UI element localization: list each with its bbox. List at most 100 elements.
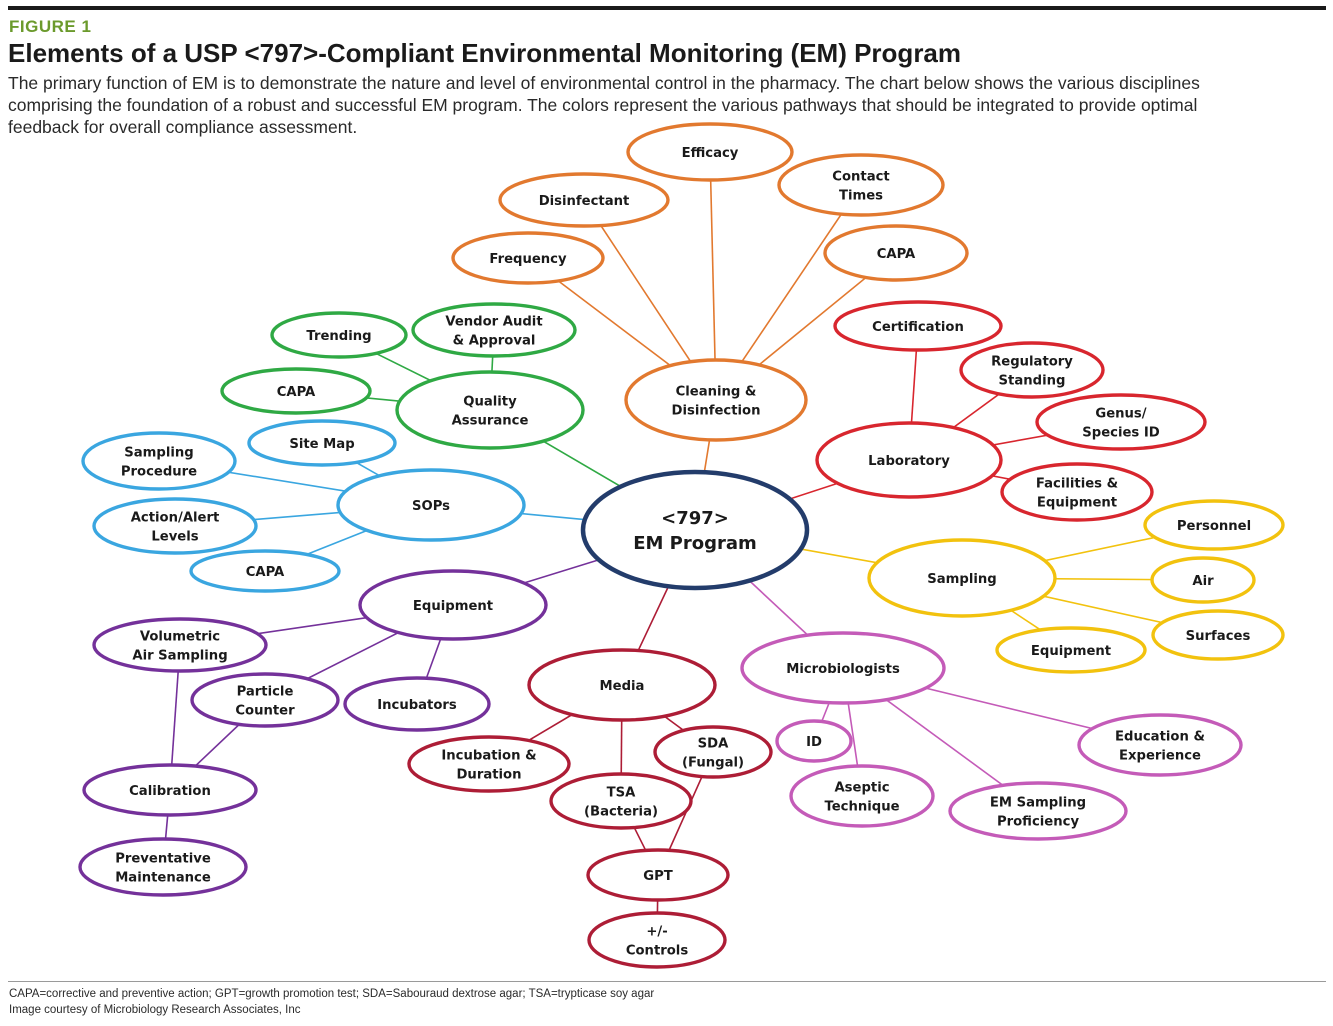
node-label-gpt: GPT [643,869,673,884]
node-ellipse-gpt [586,848,730,902]
figure-label: FIGURE 1 [9,17,92,36]
node-label-aseptic-technique: Aseptic [834,780,889,795]
node-equipment-sampling: Equipment [995,626,1147,674]
node-label-volumetric-air-sampling: Air Sampling [132,648,227,663]
node-ellipse-cleaning [624,358,808,442]
node-frequency: Frequency [451,231,605,285]
node-ellipse-em-sampling-proficiency [948,781,1128,841]
node-label-aseptic-technique: Technique [824,799,899,814]
node-disinfectant: Disinfectant [498,172,670,228]
node-ellipse-regulatory-standing [959,341,1105,399]
node-preventative-maintenance: Preventative Maintenance [78,837,248,897]
node-ellipse-surfaces [1151,609,1285,661]
node-label-em-sampling-proficiency: EM Sampling [990,795,1086,810]
node-label-regulatory-standing: Regulatory [991,354,1073,369]
footer-rule [8,981,1326,982]
node-surfaces: Surfaces [1151,609,1285,661]
node-media: Media [527,648,717,722]
node-label-em-sampling-proficiency: Proficiency [997,814,1079,829]
node-label-center: <797> [661,508,729,529]
node-capa-cleaning: CAPA [823,224,969,282]
node-label-sda: (Fungal) [682,755,744,770]
node-ellipse-calibration [82,763,258,817]
node-incubators: Incubators [343,676,491,732]
node-ellipse-quality-assurance [395,370,585,450]
node-label-efficacy: Efficacy [682,146,739,161]
node-label-microbiologists: Microbiologists [786,662,900,677]
node-ellipse-media [527,648,717,722]
figure-description: The primary function of EM is to demonst… [8,72,1320,138]
node-gpt: GPT [586,848,730,902]
node-ellipse-action-alert-levels [92,497,258,555]
node-ellipse-disinfectant [498,172,670,228]
node-trending: Trending [270,311,408,359]
node-sops: SOPs [336,468,526,542]
node-particle-counter: Particle Counter [190,672,340,728]
node-sampling-procedure: Sampling Procedure [81,431,237,491]
node-facilities-equipment: Facilities & Equipment [1000,462,1154,522]
node-ellipse-contact-times [777,153,945,217]
node-label-sops: SOPs [412,499,450,514]
node-label-incubation-duration: Duration [456,767,521,782]
node-ellipse-microbiologists [740,631,946,705]
node-label-controls: Controls [626,943,689,958]
node-label-frequency: Frequency [489,252,567,267]
node-air: Air [1150,556,1256,604]
node-label-trending: Trending [306,329,371,344]
node-label-quality-assurance: Assurance [452,413,529,428]
node-label-particle-counter: Counter [235,703,295,718]
node-label-capa-quality: CAPA [277,385,316,400]
node-ellipse-capa-quality [220,367,372,415]
node-ellipse-certification [833,300,1003,352]
node-ellipse-center [580,469,810,591]
node-sampling: Sampling [867,538,1057,618]
node-label-capa-cleaning: CAPA [877,247,916,262]
node-ellipse-genus-species-id [1035,393,1207,451]
node-center: <797> EM Program [580,469,810,591]
node-label-particle-counter: Particle [237,684,294,699]
node-label-sampling-procedure: Sampling [124,445,193,460]
node-label-controls: +/- [646,924,667,939]
node-ellipse-incubators [343,676,491,732]
node-label-quality-assurance: Quality [463,394,517,409]
node-regulatory-standing: Regulatory Standing [959,341,1105,399]
node-site-map: Site Map [247,419,397,467]
node-label-education-experience: Experience [1119,748,1201,763]
top-rule [8,6,1326,10]
node-label-cleaning: Cleaning & [676,384,757,399]
node-label-tsa: (Bacteria) [584,804,658,819]
node-calibration: Calibration [82,763,258,817]
node-label-id: ID [806,735,822,750]
node-ellipse-personnel [1143,499,1285,551]
node-ellipse-vendor-audit [411,302,577,358]
node-sda: SDA (Fungal) [653,725,773,779]
node-ellipse-frequency [451,231,605,285]
node-personnel: Personnel [1143,499,1285,551]
description-line: The primary function of EM is to demonst… [8,73,1200,93]
node-ellipse-air [1150,556,1256,604]
node-incubation-duration: Incubation & Duration [407,735,571,793]
node-ellipse-volumetric-air-sampling [92,617,268,673]
node-ellipse-sampling [867,538,1057,618]
node-label-facilities-equipment: Equipment [1037,495,1117,510]
node-ellipse-aseptic-technique [789,764,935,828]
node-ellipse-sda [653,725,773,779]
node-ellipse-efficacy [626,122,794,182]
node-label-incubation-duration: Incubation & [441,748,536,763]
node-capa-quality: CAPA [220,367,372,415]
node-label-genus-species-id: Genus/ [1095,406,1146,421]
node-efficacy: Efficacy [626,122,794,182]
node-ellipse-capa-sops [189,549,341,593]
node-label-capa-sops: CAPA [246,565,285,580]
node-label-center: EM Program [633,533,757,554]
node-label-equipment-sampling: Equipment [1031,644,1111,659]
node-label-preventative-maintenance: Preventative [115,851,211,866]
node-ellipse-id [775,719,853,763]
node-label-cleaning: Disinfection [672,403,761,418]
node-ellipse-sops [336,468,526,542]
node-label-calibration: Calibration [129,784,211,799]
node-ellipse-capa-cleaning [823,224,969,282]
node-label-vendor-audit: & Approval [453,333,536,348]
node-ellipse-equipment-sampling [995,626,1147,674]
node-label-genus-species-id: Species ID [1082,425,1160,440]
